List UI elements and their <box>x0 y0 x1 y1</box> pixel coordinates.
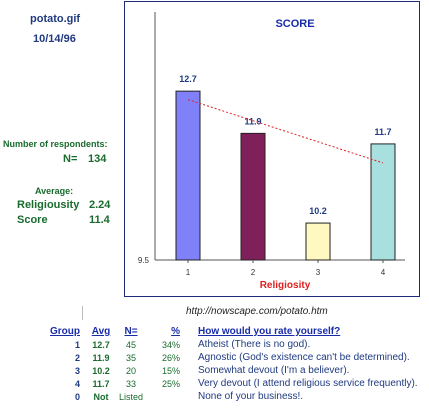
legend-group: 4 <box>74 378 80 389</box>
legend-desc: Somewhat devout (I'm a believer). <box>198 365 350 376</box>
legend-n: 45 <box>125 339 136 350</box>
x-tick-label: 3 <box>316 268 321 277</box>
file-name: potato.gif <box>30 13 81 25</box>
legend-desc: None of your business!. <box>198 391 304 402</box>
legend-row: 2 11.9 35 26% Agnostic (God's existence can'… <box>0 351 418 364</box>
header-avg: Avg <box>91 326 111 337</box>
religiousity-label: Religiousity <box>17 199 80 211</box>
legend-n: 33 <box>125 378 136 389</box>
legend-pct: 25% <box>161 378 180 389</box>
x-tick-label: 1 <box>186 268 191 277</box>
trend-line <box>187 99 384 164</box>
bar-value-label: 12.7 <box>179 74 197 84</box>
n-label: N= <box>63 153 78 165</box>
score-label: Score <box>17 214 48 226</box>
chart-title: SCORE <box>275 18 314 30</box>
legend-group: 3 <box>74 365 80 376</box>
x-axis-label: Religiosity <box>260 280 311 291</box>
legend-group: 2 <box>74 352 80 363</box>
bar <box>240 132 266 261</box>
legend-row: 1 12.7 45 34% Atheist (There is no god). <box>0 338 418 351</box>
source-url: http://nowscape.com/potato.htm <box>186 306 328 317</box>
divider <box>82 306 83 320</box>
legend-n: Listed <box>118 391 144 402</box>
chart-frame: SCORE 9.5 12.7 1 11.9 2 10.2 3 11.7 4 Religiosity <box>124 1 420 297</box>
x-tick-label: 4 <box>381 268 386 277</box>
average-label: Average: <box>35 186 74 196</box>
legend-pct: 26% <box>161 352 180 363</box>
legend-desc: Very devout (I attend religious service … <box>198 378 418 389</box>
bar <box>370 143 396 261</box>
legend-header-row: Group Avg N= % How would you rate yourse… <box>0 325 418 338</box>
respondents-label: Number of respondents: <box>3 139 108 149</box>
legend-row: 4 11.7 33 25% Very devout (I attend religiou… <box>0 377 418 390</box>
score-chart: SCORE 9.5 12.7 1 11.9 2 10.2 3 11.7 4 Religiosity <box>138 12 405 291</box>
legend-group: 0 <box>74 391 80 402</box>
legend-desc: Agnostic (God's existence can't be deter… <box>198 352 410 363</box>
legend-n: 35 <box>125 352 136 363</box>
bar <box>175 90 201 261</box>
score-value: 11.4 <box>89 214 110 226</box>
bar <box>305 222 331 261</box>
legend-avg: 11.7 <box>92 378 110 389</box>
header-question: How would you rate yourself? <box>198 326 341 337</box>
legend-pct: 15% <box>161 365 180 376</box>
file-date: 10/14/96 <box>33 33 76 45</box>
header-group: Group <box>50 326 80 337</box>
x-tick-label: 2 <box>251 268 256 277</box>
legend-avg: 10.2 <box>92 365 110 376</box>
header-n: N= <box>124 326 138 337</box>
legend-pct <box>146 390 180 403</box>
legend-avg: 12.7 <box>92 339 110 350</box>
bar-value-label: 10.2 <box>309 206 327 216</box>
legend-row: 0 Not Listed None of your business!. <box>0 390 418 403</box>
legend-group: 1 <box>74 339 80 350</box>
legend-avg: 11.9 <box>92 352 110 363</box>
legend-desc: Atheist (There is no god). <box>198 339 311 350</box>
religiousity-value: 2.24 <box>89 199 111 211</box>
legend-table: Group Avg N= % How would you rate yourse… <box>0 325 418 403</box>
legend-avg: Not <box>93 391 109 402</box>
header-pct: % <box>171 326 180 337</box>
n-value: 134 <box>88 153 107 165</box>
legend-row: 3 10.2 20 15% Somewhat devout (I'm a believe… <box>0 364 418 377</box>
bar-value-label: 11.9 <box>244 116 261 126</box>
y-tick-label: 9.5 <box>138 256 150 265</box>
bar-value-label: 11.7 <box>374 127 391 137</box>
legend-n: 20 <box>125 365 136 376</box>
legend-pct: 34% <box>161 339 180 350</box>
